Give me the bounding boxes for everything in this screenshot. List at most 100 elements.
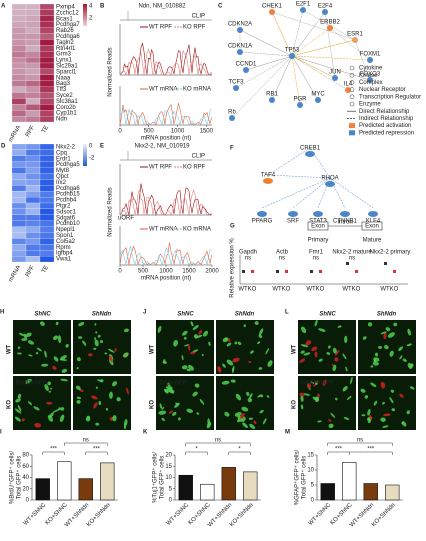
node-label: PGR [293, 97, 307, 103]
heatmap-cell [11, 202, 27, 210]
cell [116, 397, 121, 402]
heatmap-cell [11, 244, 27, 251]
cell [248, 361, 252, 363]
cell [99, 340, 104, 344]
network-node [340, 211, 350, 217]
heatmap-cell [25, 74, 41, 81]
cell [198, 329, 203, 335]
heatmap-cell [11, 27, 27, 34]
heatmap-cell [39, 256, 55, 263]
cell [167, 382, 171, 387]
heatmap-cell [39, 45, 55, 52]
significance: *** [335, 447, 343, 453]
coverage-trace [119, 189, 212, 216]
heatmap-cell [39, 86, 55, 93]
cell [406, 410, 410, 415]
node-label: CTNNB1 [333, 219, 358, 225]
cell [259, 409, 264, 414]
cell [237, 419, 241, 423]
bar [221, 467, 236, 501]
edge [291, 55, 336, 79]
network-node [237, 49, 243, 55]
gene-label: Pcdhb4 [56, 198, 77, 204]
cell [300, 344, 309, 348]
cell [234, 411, 242, 417]
micrograph [73, 376, 131, 430]
cell [123, 352, 129, 358]
heatmap-cell [11, 250, 27, 257]
cell [60, 355, 67, 360]
heatmap-cell [25, 104, 41, 111]
node-label: RB1 [266, 92, 278, 98]
cell [249, 393, 253, 399]
heatmap-cell [11, 9, 27, 16]
bar [320, 483, 335, 501]
heatmap-cell [11, 179, 27, 186]
cell [373, 357, 380, 362]
cell [76, 396, 82, 400]
edge [245, 55, 293, 71]
legend-label: Nuclear Receptor [359, 87, 406, 93]
cell [189, 351, 196, 355]
cell [382, 401, 385, 405]
heatmap-cell [11, 104, 27, 111]
bar [35, 478, 50, 501]
heatmap-cell [39, 51, 55, 58]
gene-label: Slc29a1 [56, 64, 78, 70]
significance: * [195, 447, 198, 453]
heatmap-cell [25, 3, 41, 11]
gene-label: Vwa1 [56, 257, 72, 263]
diagram-label: Primary [308, 238, 329, 244]
heatmap-cell [25, 185, 41, 192]
cell [78, 322, 85, 327]
cell [369, 414, 373, 421]
cell [377, 345, 383, 349]
cell [332, 364, 337, 372]
heatmap-cell [39, 27, 55, 34]
gene-label: Irx2 [56, 180, 67, 186]
panel-label: I [0, 430, 2, 436]
x-tick-label: 1000 [171, 129, 185, 135]
group-marker [310, 270, 313, 273]
heatmap-cell [39, 191, 55, 198]
group-marker [285, 270, 288, 273]
heatmap-cell [39, 62, 55, 70]
cell [380, 331, 387, 335]
cell [46, 401, 53, 405]
x-tick-label: 2000 [205, 269, 219, 275]
heatmap-cell [25, 143, 41, 151]
cell [315, 381, 318, 385]
cell [317, 393, 320, 398]
cell [47, 381, 51, 386]
panel-label: M [285, 430, 290, 436]
network-node [332, 75, 338, 81]
gene-label: Tff3 [56, 87, 67, 93]
gene-label: Lynx1 [56, 58, 72, 64]
y-tick-label: 60 [22, 464, 29, 470]
cell [360, 388, 366, 393]
cell [21, 418, 25, 422]
legend-tick: 0 [89, 144, 93, 150]
cell [207, 418, 211, 427]
node-label: MYC [311, 92, 325, 98]
cell [163, 388, 169, 394]
network-node [257, 211, 267, 217]
cell [322, 379, 328, 386]
cell [100, 379, 104, 383]
gene-label: Nkx2-2 [56, 145, 76, 151]
cell [330, 412, 336, 418]
cell [328, 423, 334, 429]
cell [168, 410, 173, 414]
edge [267, 147, 311, 176]
cell [299, 392, 305, 397]
heatmap-cell [39, 250, 55, 257]
cell [301, 326, 307, 334]
coverage-trace [119, 183, 212, 216]
heatmap-cell [11, 173, 27, 180]
heatmap-cell [11, 45, 27, 52]
cell [36, 347, 42, 352]
cell [343, 416, 350, 421]
stain-label: GFAP+GFP [301, 381, 333, 387]
y-tick-label: 20 [165, 453, 172, 459]
cell [186, 368, 191, 372]
